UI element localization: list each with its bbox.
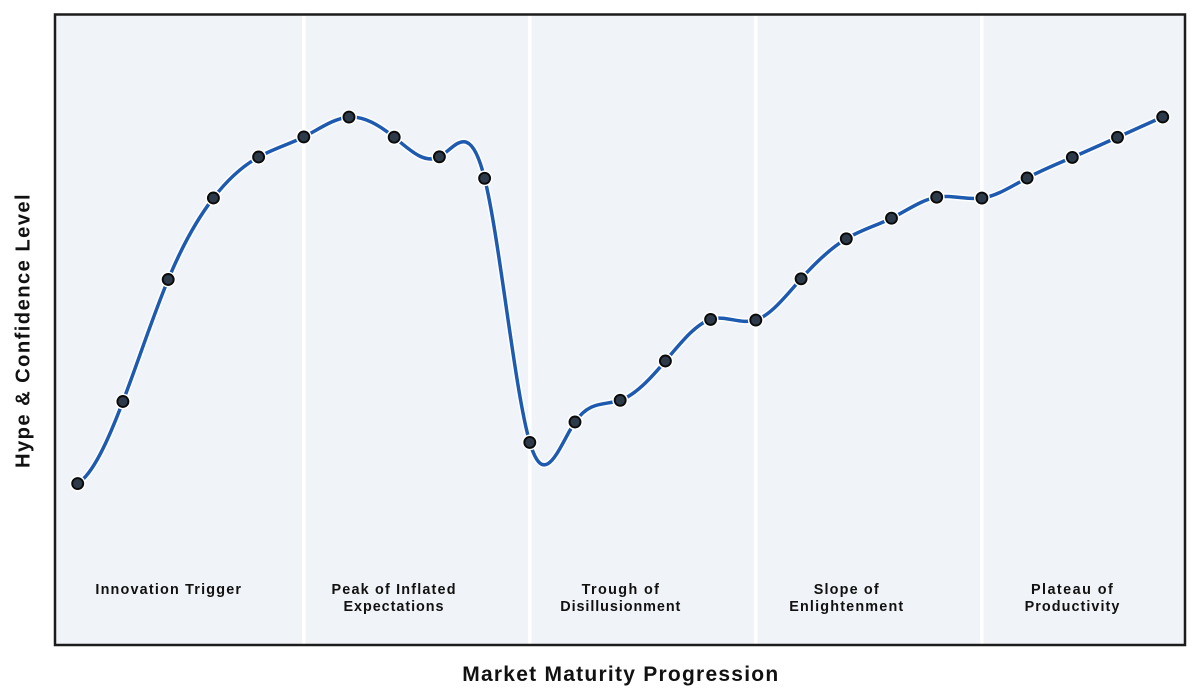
svg-text:Hype & Confidence Level: Hype & Confidence Level bbox=[12, 194, 34, 468]
svg-text:Enlightenment: Enlightenment bbox=[789, 599, 903, 615]
svg-text:Market Maturity Progression: Market Maturity Progression bbox=[462, 663, 778, 686]
svg-text:Plateau of: Plateau of bbox=[1031, 582, 1113, 598]
svg-text:Disillusionment: Disillusionment bbox=[560, 599, 680, 615]
svg-text:Slope of: Slope of bbox=[814, 582, 879, 598]
svg-text:Expectations: Expectations bbox=[343, 599, 443, 615]
svg-text:Trough of: Trough of bbox=[582, 582, 660, 598]
svg-text:Peak of Inflated: Peak of Inflated bbox=[332, 582, 456, 598]
svg-text:Productivity: Productivity bbox=[1025, 599, 1120, 615]
svg-text:Innovation Trigger: Innovation Trigger bbox=[95, 582, 241, 598]
